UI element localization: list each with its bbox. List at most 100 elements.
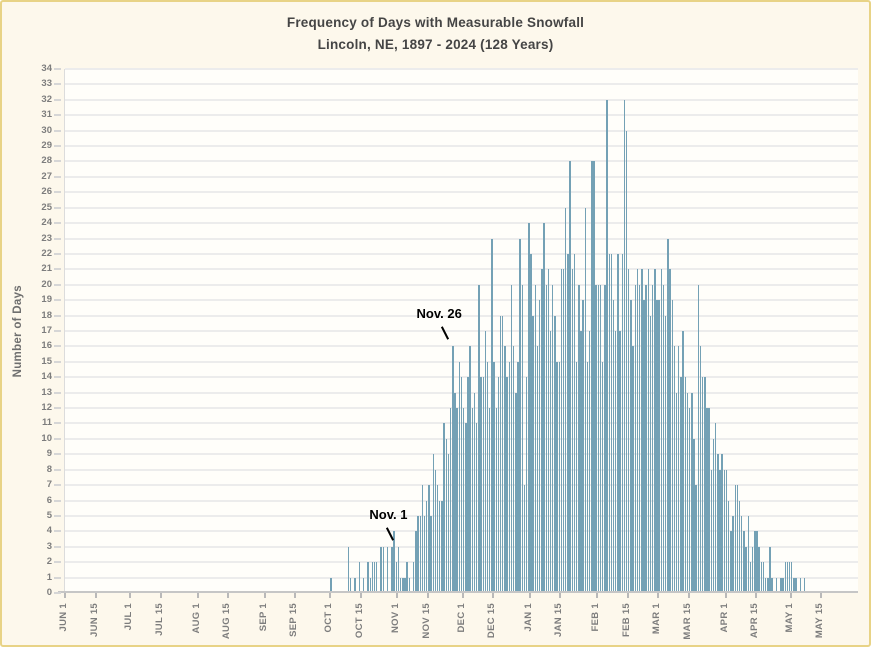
snowfall-day-bar	[760, 562, 763, 593]
snowfall-day-bar	[465, 423, 467, 593]
snowfall-day-bar	[552, 284, 554, 593]
gridline	[65, 114, 858, 117]
snowfall-day-bar	[743, 531, 745, 593]
y-tick-mark	[54, 576, 61, 579]
annotation-label: Nov. 26	[416, 306, 462, 322]
x-tick-label: SEP 15	[288, 603, 300, 637]
x-tick-mark	[461, 593, 464, 598]
x-axis-line	[58, 591, 858, 593]
y-tick-mark	[54, 437, 61, 440]
x-tick-mark	[687, 593, 690, 598]
x-tick-label: MAR 1	[651, 603, 663, 635]
snowfall-day-bar	[736, 485, 739, 593]
snowfall-day-bar	[656, 300, 658, 593]
snowfall-day-bar	[486, 361, 489, 593]
snowfall-day-bar	[695, 485, 697, 593]
y-tick-mark	[54, 453, 61, 456]
snowfall-day-bar	[358, 562, 361, 593]
snowfall-day-bar	[567, 253, 569, 593]
snowfall-day-bar	[515, 392, 517, 593]
snowfall-day-bar	[484, 331, 487, 593]
snowfall-day-bar	[447, 454, 450, 593]
snowfall-day-bar	[373, 562, 376, 593]
y-tick-label: 11	[41, 417, 52, 429]
x-tick-mark	[426, 593, 429, 598]
snowfall-day-bar	[799, 577, 802, 593]
y-tick-label: 21	[41, 263, 52, 275]
snowfall-day-bar	[669, 269, 671, 593]
x-tick-mark	[529, 593, 532, 598]
y-tick-label: 32	[41, 93, 52, 105]
x-tick-mark	[724, 593, 727, 598]
y-axis-title-text: Number of Days	[12, 284, 24, 378]
gridline	[65, 129, 858, 132]
snowfall-day-bar	[686, 392, 689, 593]
snowfall-day-bar	[386, 546, 389, 593]
snowfall-day-bar	[741, 515, 743, 593]
y-tick-label: 13	[41, 386, 52, 398]
gridline	[65, 237, 858, 240]
snowfall-day-bar	[708, 408, 710, 593]
y-tick-label: 15	[41, 355, 52, 367]
snowfall-day-bar	[756, 531, 758, 593]
y-tick-label: 3	[46, 540, 52, 552]
snowfall-day-bar	[606, 99, 608, 593]
snowfall-day-bar	[782, 577, 784, 593]
snowfall-day-bar	[747, 515, 749, 593]
snowfall-day-bar	[710, 469, 713, 593]
gridline	[65, 283, 858, 286]
snowfall-day-bar	[521, 284, 524, 593]
snowfall-day-bar	[591, 161, 593, 593]
x-tick-label: SEP 1	[257, 603, 269, 632]
x-tick-label: MAY 1	[783, 603, 795, 633]
snowfall-day-bar	[706, 408, 708, 593]
snowfall-day-bar	[675, 392, 678, 593]
x-tick-label: MAY 15	[814, 603, 826, 639]
snowfall-day-bar	[584, 207, 587, 593]
snowfall-day-bar	[510, 284, 513, 593]
x-tick-label: NOV 15	[420, 603, 432, 639]
snowfall-day-bar	[651, 284, 654, 593]
snowfall-day-bar	[645, 284, 647, 593]
y-tick-label: 17	[41, 325, 52, 336]
snowfall-day-bar	[615, 331, 617, 593]
gridline	[65, 345, 858, 348]
y-tick-mark	[54, 114, 61, 117]
snowfall-day-bar	[419, 515, 421, 593]
gridline	[65, 206, 858, 209]
snowfall-day-bar	[610, 253, 613, 593]
snowfall-day-bar	[643, 300, 645, 593]
snowfall-day-bar	[658, 300, 660, 593]
snowfall-day-bar	[671, 300, 673, 593]
snowfall-day-bar	[588, 331, 591, 593]
x-tick-label: FEB 1	[590, 603, 602, 632]
snowfall-day-bar	[612, 300, 615, 593]
y-tick-label: 30	[41, 124, 52, 136]
y-tick-label: 18	[41, 309, 52, 321]
y-tick-label: 24	[41, 217, 52, 229]
snowfall-day-bar	[662, 284, 665, 593]
y-tick-label: 16	[41, 340, 52, 352]
x-tick-label: DEC 15	[486, 603, 498, 639]
snowfall-day-bar	[330, 577, 332, 593]
snowfall-day-bar	[554, 315, 556, 593]
x-tick-mark	[129, 593, 132, 598]
y-tick-mark	[54, 98, 61, 101]
snowfall-day-bar	[745, 546, 747, 593]
y-tick-mark	[54, 206, 61, 209]
x-tick-label: NOV 1	[390, 603, 402, 634]
x-tick-label: OCT 15	[353, 603, 365, 639]
x-tick-mark	[789, 593, 792, 598]
y-tick-label: 1	[46, 571, 52, 583]
snowfall-day-bar	[469, 346, 471, 593]
y-tick-mark	[54, 468, 61, 471]
y-tick-label: 20	[41, 278, 52, 290]
snowfall-day-bar	[678, 346, 680, 593]
y-tick-label: 2	[46, 556, 52, 568]
snowfall-day-bar	[493, 361, 495, 593]
y-tick-mark	[54, 252, 61, 255]
snowfall-day-bar	[682, 331, 684, 593]
y-tick-mark	[54, 592, 61, 594]
x-tick-mark	[359, 593, 362, 598]
y-tick-mark	[54, 391, 61, 394]
